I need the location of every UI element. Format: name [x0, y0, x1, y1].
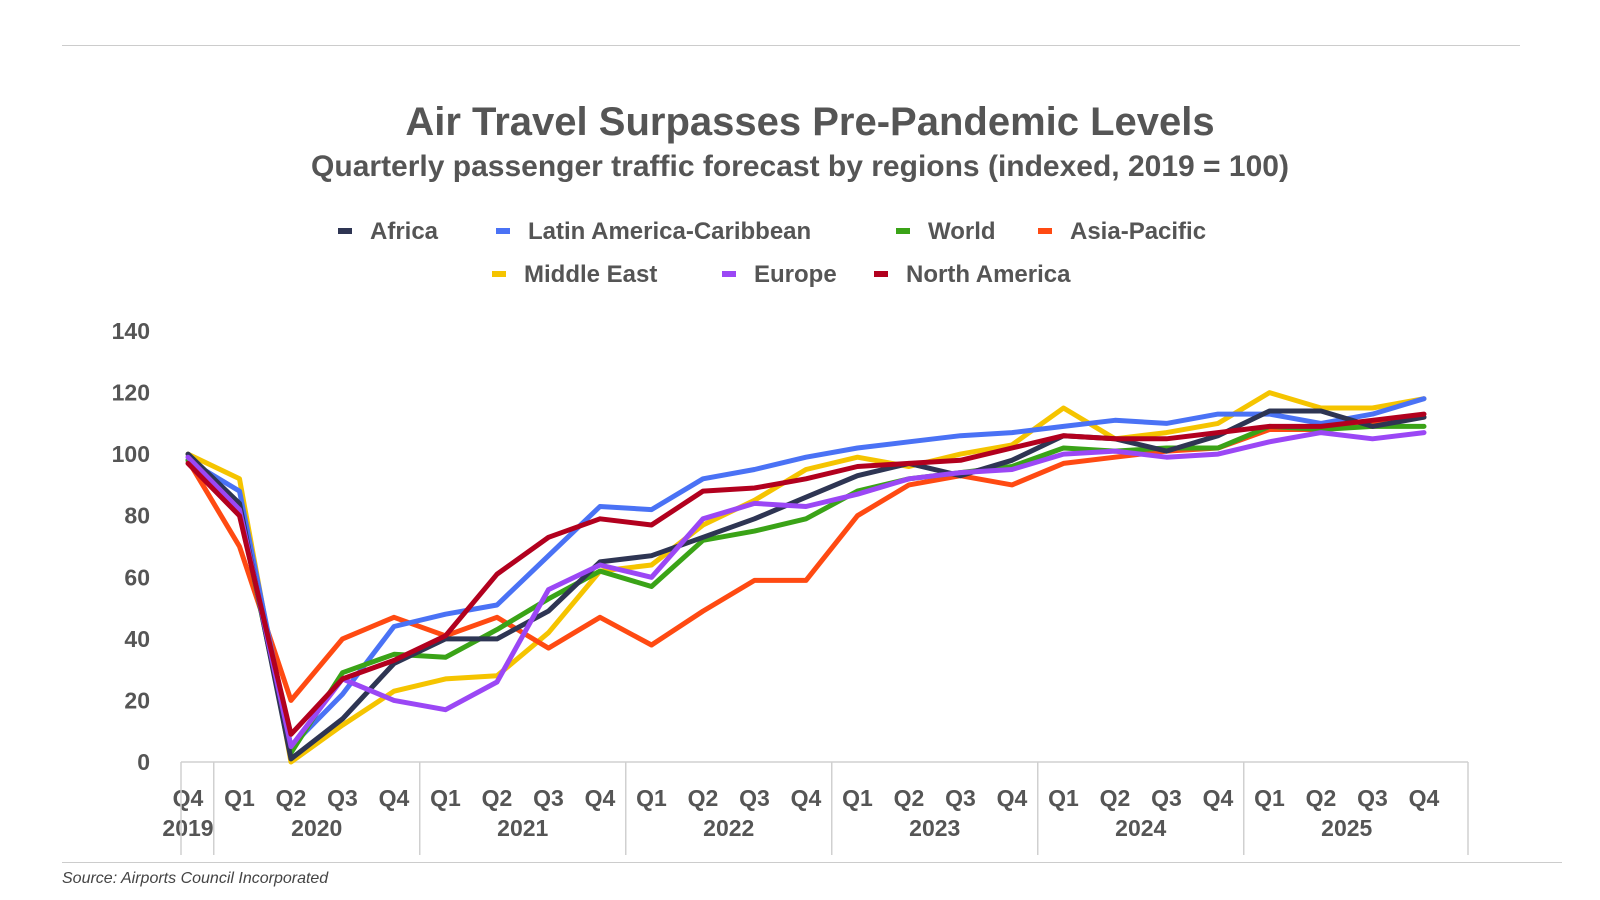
series-line-africa [185, 408, 1427, 762]
chart-title: Air Travel Surpasses Pre-Pandemic Levels [405, 100, 1215, 144]
series-line-europe [185, 430, 1427, 750]
legend-label-europe: Europe [754, 261, 837, 288]
x-tick-label: Q3 [533, 785, 564, 811]
x-tick-label: Q4 [791, 785, 822, 811]
x-tick-label: Q1 [1254, 785, 1285, 811]
x-tick-label: Q1 [842, 785, 873, 811]
x-year-label: 2022 [703, 815, 754, 841]
x-tick-label: Q1 [430, 785, 461, 811]
x-tick-label: Q1 [1048, 785, 1079, 811]
y-axis: 0 20 40 60 80 100 120 140 [112, 318, 150, 775]
x-tick-label: Q3 [739, 785, 770, 811]
x-tick-label: Q2 [894, 785, 925, 811]
legend-label-asia-pacific: Asia-Pacific [1070, 218, 1207, 245]
chart-subtitle: Quarterly passenger traffic forecast by … [311, 150, 1289, 183]
legend-swatch-africa [338, 227, 352, 234]
legend-swatch-world [896, 227, 910, 234]
x-tick-label: Q1 [224, 785, 255, 811]
x-tick-label: Q4 [585, 785, 616, 811]
series-line-middle-east [185, 390, 1427, 765]
x-tick-label: Q3 [327, 785, 358, 811]
x-tick-label: Q2 [1100, 785, 1131, 811]
y-tick-label: 140 [112, 318, 150, 344]
x-tick-label: Q1 [636, 785, 667, 811]
y-tick-label: 20 [124, 687, 150, 713]
x-tick-label: Q4 [997, 785, 1028, 811]
x-tick-label: Q4 [1203, 785, 1234, 811]
x-tick-label: Q4 [173, 785, 204, 811]
bottom-divider [62, 862, 1562, 863]
x-tick-label: Q4 [1409, 785, 1440, 811]
y-tick-label: 0 [137, 749, 150, 775]
x-tick-label: Q2 [276, 785, 307, 811]
legend-label-north-america: North America [906, 261, 1071, 288]
legend-item-europe: Europe [722, 261, 837, 289]
source-note: Source: Airports Council Incorporated [62, 870, 329, 887]
x-year-label: 2023 [909, 815, 960, 841]
legend-swatch-middle-east [492, 270, 506, 277]
x-year-label: 2025 [1321, 815, 1372, 841]
legend-label-middle-east: Middle East [524, 261, 658, 288]
series-line-north-america [185, 411, 1427, 737]
legend-item-world: World [896, 218, 996, 246]
legend-swatch-europe [722, 270, 736, 277]
x-year-label: 2020 [291, 815, 342, 841]
x-year-label: 2021 [497, 815, 548, 841]
x-tick-label: Q2 [688, 785, 719, 811]
x-year-label: 2019 [162, 815, 213, 841]
legend-swatch-asia-pacific [1038, 227, 1052, 234]
legend-label-latin-america-caribbean: Latin America-Caribbean [528, 218, 812, 245]
x-axis: Q4 2019 Q1 Q2 Q3 Q4 2020 Q1 Q2 Q3 Q4 2021 Q1 Q2 Q3 Q4 20… [162, 761, 1469, 855]
legend-label-world: World [928, 218, 996, 245]
x-tick-label: Q2 [482, 785, 513, 811]
x-tick-label: Q3 [945, 785, 976, 811]
x-tick-label: Q4 [379, 785, 410, 811]
legend-label-africa: Africa [370, 218, 439, 245]
y-tick-label: 100 [112, 441, 150, 467]
y-tick-label: 80 [124, 503, 150, 529]
x-year-label: 2024 [1115, 815, 1166, 841]
legend-item-asia-pacific: Asia-Pacific [1038, 218, 1206, 246]
x-tick-label: Q3 [1151, 785, 1182, 811]
y-tick-label: 40 [124, 626, 150, 652]
y-tick-label: 120 [112, 380, 150, 406]
series-lines [185, 390, 1427, 765]
legend-item-latin-america-caribbean: Latin America-Caribbean [496, 218, 811, 246]
legend-swatch-north-america [874, 270, 888, 277]
legend-item-africa: Africa [338, 218, 438, 246]
top-divider [62, 45, 1520, 46]
legend-item-north-america: North America [874, 261, 1070, 289]
series-line-latin-america-caribbean [185, 396, 1427, 750]
series-line-world [185, 423, 1427, 756]
x-tick-label: Q3 [1357, 785, 1388, 811]
legend-item-middle-east: Middle East [492, 261, 657, 289]
x-tick-label: Q2 [1306, 785, 1337, 811]
legend-swatch-latin-america-caribbean [496, 227, 510, 234]
y-tick-label: 60 [124, 564, 150, 590]
